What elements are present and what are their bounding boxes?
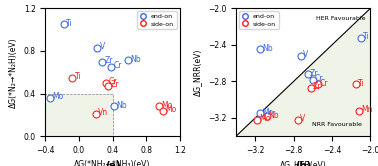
X-axis label: ΔG(*NH₂→*NH₃)(eV): ΔG(*NH₂→*NH₃)(eV): [74, 160, 151, 166]
Legend: end-on, side-on: end-on, side-on: [137, 11, 177, 29]
Text: Ti: Ti: [363, 32, 369, 41]
Text: V: V: [303, 50, 308, 59]
Text: Mo: Mo: [262, 108, 273, 117]
Text: Zr: Zr: [310, 69, 319, 78]
Text: Cr: Cr: [315, 74, 323, 83]
Text: (a): (a): [105, 161, 120, 166]
Legend: end-on, side-on: end-on, side-on: [239, 11, 279, 29]
Text: Nb: Nb: [269, 111, 279, 120]
Text: Zr: Zr: [105, 56, 113, 65]
Text: Nb: Nb: [262, 44, 273, 53]
Text: Nb: Nb: [130, 55, 141, 64]
Text: Ti: Ti: [75, 72, 81, 81]
Y-axis label: ΔG(*N₂→*N₂H)(eV): ΔG(*N₂→*N₂H)(eV): [9, 37, 18, 108]
Text: HER Favourable: HER Favourable: [316, 16, 366, 21]
Text: Mo: Mo: [52, 92, 64, 101]
Text: Mo: Mo: [259, 114, 270, 123]
Text: Cr: Cr: [319, 79, 328, 88]
Text: Nb: Nb: [117, 101, 127, 110]
Text: Zr: Zr: [111, 81, 119, 89]
Text: NRR Favourable: NRR Favourable: [312, 122, 362, 127]
Text: Ti: Ti: [358, 79, 365, 88]
Text: Mo: Mo: [166, 105, 177, 114]
Text: Cr: Cr: [108, 77, 117, 86]
Text: Mo: Mo: [161, 101, 172, 110]
Text: Cr: Cr: [113, 61, 122, 70]
Y-axis label: ΔG_NRR(eV): ΔG_NRR(eV): [194, 48, 203, 96]
Text: V: V: [301, 114, 306, 123]
X-axis label: ΔG_HER(eV): ΔG_HER(eV): [280, 160, 327, 166]
Text: Zr: Zr: [313, 82, 321, 91]
Bar: [45, 93, 113, 136]
Text: Vn: Vn: [98, 108, 108, 117]
Text: V: V: [100, 42, 105, 51]
Text: Mn: Mn: [361, 105, 372, 114]
Text: (b): (b): [295, 161, 311, 166]
Text: Ti: Ti: [67, 19, 73, 28]
